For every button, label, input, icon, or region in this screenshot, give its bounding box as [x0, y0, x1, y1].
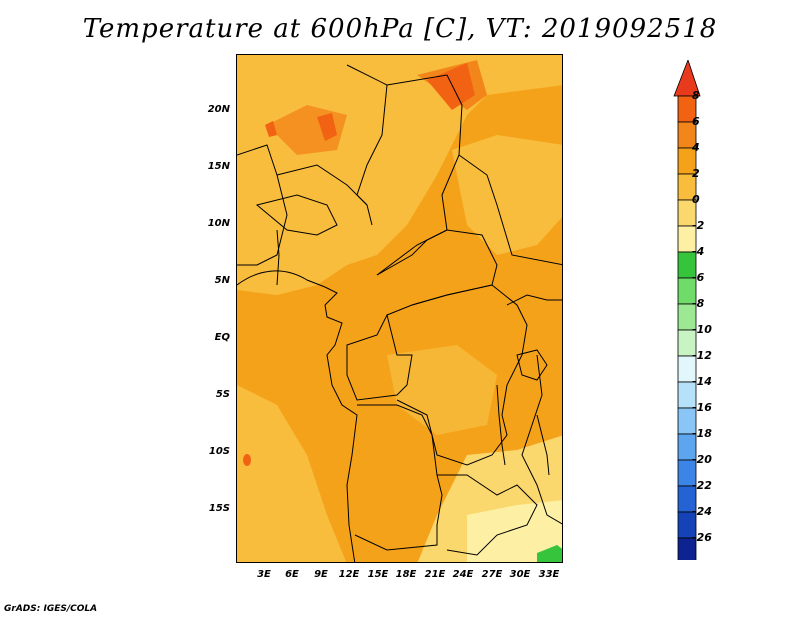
lon-label: 33E: [538, 569, 560, 580]
lon-label: 6E: [285, 569, 299, 580]
colorbar-label: -18: [692, 427, 712, 440]
lon-label: 15E: [367, 569, 389, 580]
lat-label: EQ: [214, 332, 230, 343]
lat-label: 20N: [207, 104, 230, 115]
country-borders: [237, 64, 562, 562]
temperature-field: [237, 55, 562, 562]
lon-label: 30E: [509, 569, 531, 580]
lat-label: 10N: [207, 218, 230, 229]
lat-label: 15N: [207, 161, 230, 172]
colorbar-label: -22: [692, 479, 712, 492]
colorbar-label: -26: [692, 531, 712, 544]
colorbar-label: -12: [692, 349, 712, 362]
colorbar-label: -8: [692, 297, 705, 310]
border-niger-chad: [376, 74, 463, 276]
colorbar-label: 0: [692, 193, 700, 206]
lon-label: 18E: [395, 569, 417, 580]
lat-label: 10S: [208, 446, 230, 457]
colorbar-label: -24: [692, 505, 712, 518]
colorbar-label: -4: [692, 245, 705, 258]
border-coast-west: [237, 270, 358, 562]
field-hot-spot-south: [243, 454, 251, 466]
border-mauritania: [237, 144, 288, 266]
colorbar-label: -16: [692, 401, 712, 414]
colorbar-label: 8: [692, 89, 700, 102]
border-ghana: [276, 229, 280, 286]
map-panel: [236, 54, 563, 563]
colorbar-label: -10: [692, 323, 712, 336]
lon-label: 27E: [481, 569, 503, 580]
field-lighter-east: [452, 135, 562, 255]
colorbar-label: 4: [692, 141, 700, 154]
border-zambia: [437, 474, 538, 556]
border-drc: [396, 284, 528, 466]
border-congo-north: [346, 313, 413, 401]
field-hot-northwest-b: [265, 121, 277, 137]
colorbar-label: -14: [692, 375, 712, 388]
colorbar-label: -2: [692, 219, 705, 232]
lon-label: 24E: [452, 569, 474, 580]
lat-label: 5S: [215, 389, 230, 400]
lon-label: 21E: [424, 569, 446, 580]
colorbar-label: -20: [692, 453, 712, 466]
colorbar-label: 2: [692, 167, 700, 180]
border-chad-sudan: [458, 154, 562, 266]
lat-label: 15S: [208, 503, 230, 514]
chart-title: Temperature at 600hPa [C], VT: 201909251…: [82, 14, 718, 44]
lon-label: 3E: [257, 569, 271, 580]
field-hot-northeast: [427, 63, 475, 110]
lake-tanganyika: [496, 384, 506, 466]
lake-victoria: [516, 349, 548, 381]
lon-label: 12E: [338, 569, 360, 580]
lake-malawi: [536, 414, 550, 476]
colorbar: [673, 60, 701, 560]
border-mozambique: [521, 354, 562, 525]
field-lighter-west-coast: [237, 385, 347, 562]
colorbar-swatch: [677, 537, 697, 560]
lon-label: 9E: [314, 569, 328, 580]
field-pale-southeast: [467, 500, 562, 562]
colorbar-label: -6: [692, 271, 705, 284]
border-burkina: [255, 194, 338, 236]
footer-credit: GrADS: IGES/COLA: [4, 604, 98, 614]
field-hot-northwest-a: [317, 113, 337, 141]
field-green: [537, 545, 562, 562]
border-east: [506, 294, 562, 306]
border-mali: [276, 164, 368, 206]
border-angola: [354, 404, 443, 551]
colorbar-label: 6: [692, 115, 700, 128]
lat-label: 5N: [214, 275, 230, 286]
